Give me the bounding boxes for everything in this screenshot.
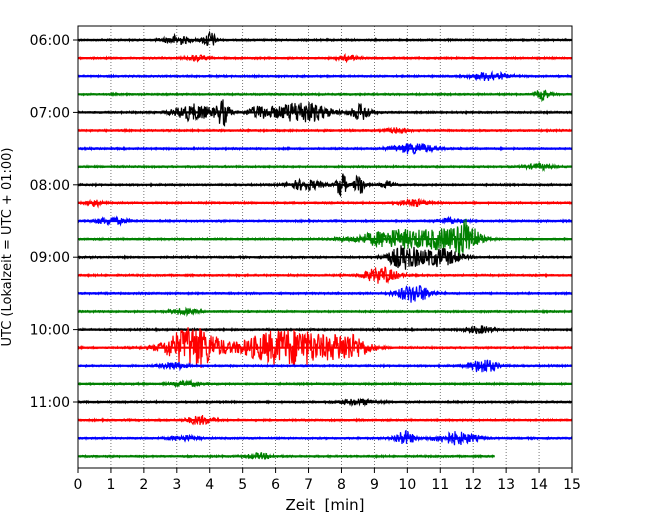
x-axis-label: Zeit [min] — [285, 496, 364, 514]
x-tick-label: 10 — [398, 477, 416, 493]
y-tick-label: 11:00 — [30, 395, 70, 411]
y-tick-label: 06:00 — [30, 33, 70, 49]
x-tick-label: 3 — [172, 477, 181, 493]
x-tick-label: 6 — [271, 477, 280, 493]
x-tick-label: 8 — [337, 477, 346, 493]
plot-frame — [77, 25, 573, 469]
y-tick-label: 10:00 — [30, 323, 70, 339]
x-tick-label: 1 — [106, 477, 115, 493]
y-tick-label: 08:00 — [30, 178, 70, 194]
x-tick-label: 9 — [370, 477, 379, 493]
traces — [77, 30, 573, 461]
x-tick-label: 11 — [431, 477, 449, 493]
x-tick-label: 15 — [563, 477, 581, 493]
y-tick-label: 09:00 — [30, 250, 70, 266]
y-axis-label: UTC (Lokalzeit = UTC + 01:00) — [0, 148, 15, 347]
x-tick-label: 13 — [497, 477, 515, 493]
x-tick-label: 5 — [238, 477, 247, 493]
y-tick-label: 07:00 — [30, 105, 70, 121]
x-tick-label: 7 — [304, 477, 313, 493]
axis-ticks: 0 1 2 3 4 5 6 7 8 9 10 11 12 13 14 1506:0007:0008:0009:… — [30, 33, 581, 493]
x-tick-label: 2 — [139, 477, 148, 493]
x-tick-label: 14 — [530, 477, 548, 493]
seismic-trace-0845 — [77, 218, 573, 257]
x-tick-label: 4 — [205, 477, 214, 493]
x-tick-label: 0 — [74, 477, 83, 493]
x-tick-label: 12 — [464, 477, 482, 493]
